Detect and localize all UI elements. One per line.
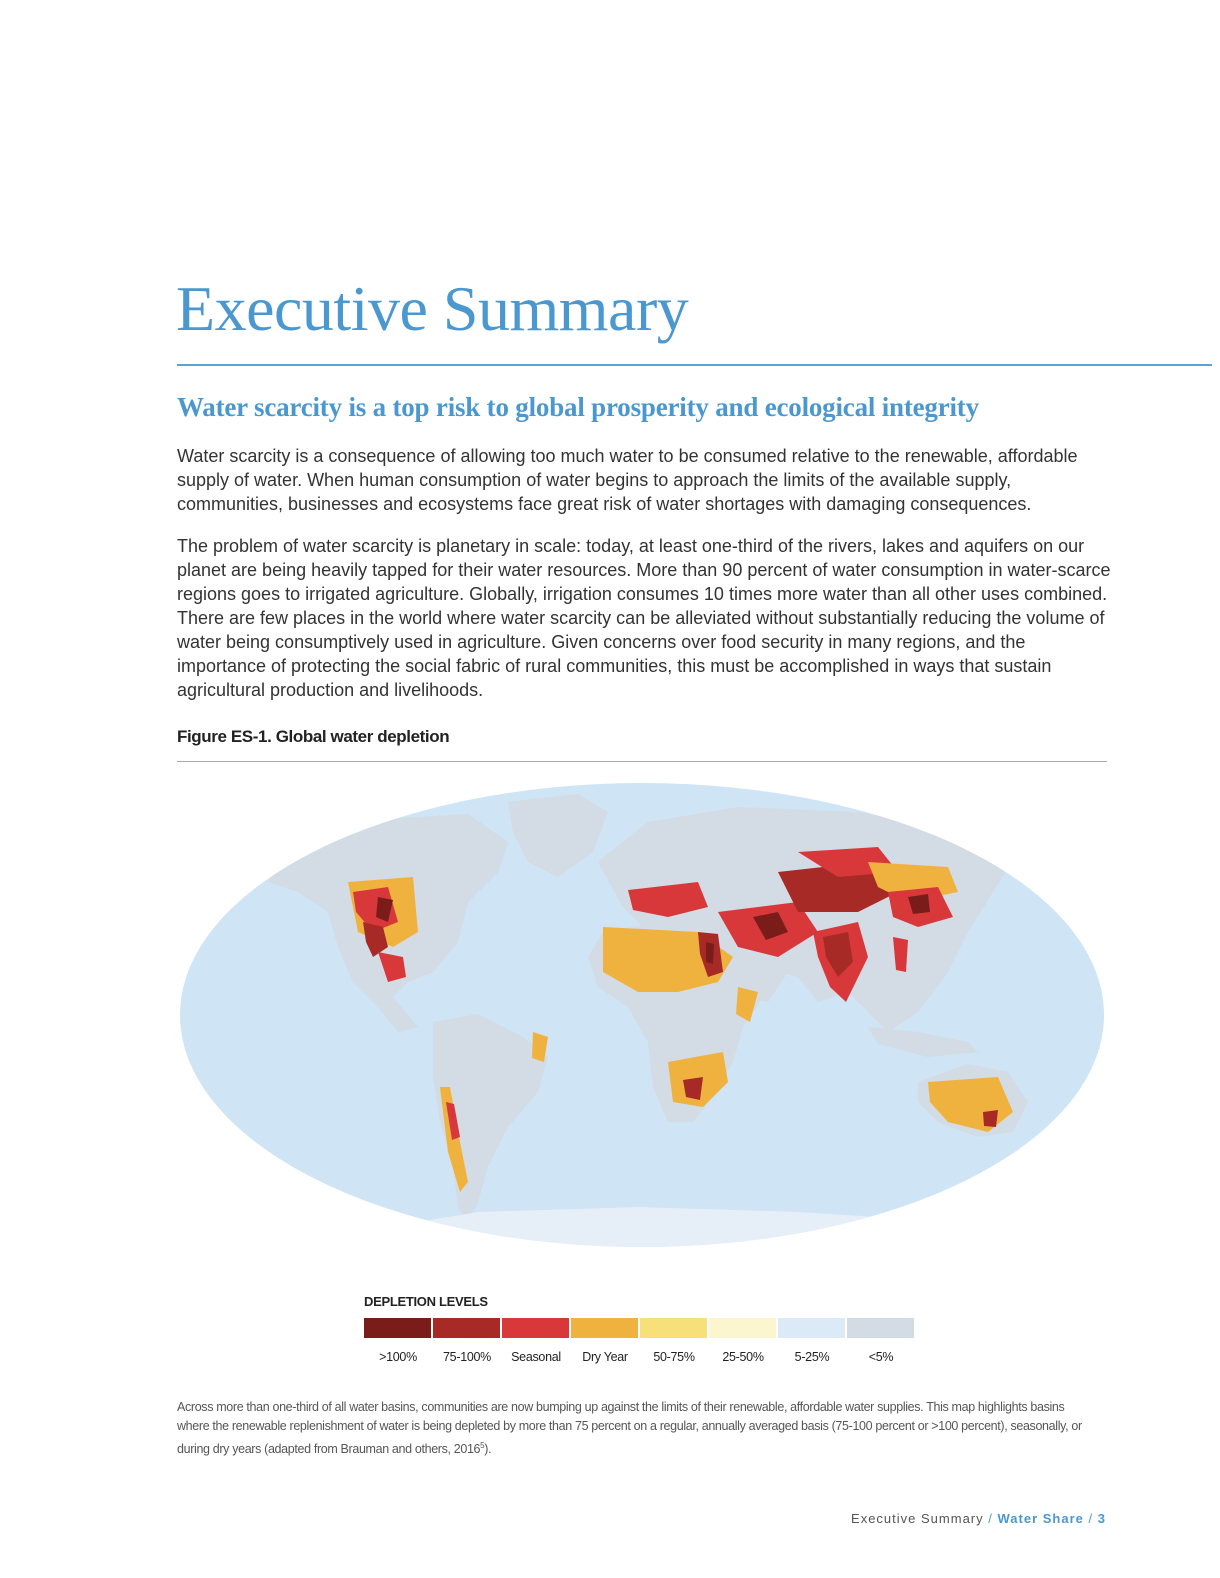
caption-reference: 5 bbox=[480, 1441, 485, 1450]
map-svg bbox=[180, 783, 1104, 1247]
legend-label-seasonal: Seasonal bbox=[511, 1350, 561, 1364]
legend-swatch-seasonal bbox=[502, 1318, 569, 1338]
legend-label-75-100: 75-100% bbox=[443, 1350, 491, 1364]
legend-labels: >100% 75-100% Seasonal Dry Year 50-75% 2… bbox=[364, 1350, 924, 1368]
land-greenland bbox=[508, 794, 608, 877]
legend-swatch-dry-year bbox=[571, 1318, 638, 1338]
legend-swatch-50-75 bbox=[640, 1318, 707, 1338]
legend-swatch-over-100 bbox=[364, 1318, 431, 1338]
land-indonesia bbox=[868, 1027, 978, 1057]
page-title: Executive Summary bbox=[176, 273, 689, 344]
legend-swatches bbox=[364, 1318, 920, 1338]
legend-label-dry-year: Dry Year bbox=[582, 1350, 628, 1364]
footer-separator-2: / bbox=[1088, 1511, 1094, 1526]
legend-label-25-50: 25-50% bbox=[722, 1350, 764, 1364]
section-heading: Water scarcity is a top risk to global p… bbox=[177, 392, 979, 422]
figure-divider bbox=[177, 761, 1107, 762]
footer-section: Executive Summary bbox=[851, 1511, 984, 1526]
legend-title: DEPLETION LEVELS bbox=[364, 1294, 488, 1309]
page-footer: Executive Summary / Water Share / 3 bbox=[851, 1511, 1106, 1526]
caption-text: Across more than one-third of all water … bbox=[177, 1400, 1082, 1457]
footer-separator: / bbox=[988, 1511, 993, 1526]
legend-swatch-5-25 bbox=[778, 1318, 845, 1338]
world-depletion-map bbox=[178, 782, 1106, 1252]
title-divider bbox=[177, 364, 1212, 366]
legend-label-5-25: 5-25% bbox=[794, 1350, 830, 1364]
legend-swatch-25-50 bbox=[709, 1318, 776, 1338]
land-arabia bbox=[718, 942, 788, 1002]
legend-swatch-under-5 bbox=[847, 1318, 914, 1338]
figure-caption: Across more than one-third of all water … bbox=[177, 1398, 1082, 1459]
legend-label-50-75: 50-75% bbox=[653, 1350, 695, 1364]
page-number: 3 bbox=[1097, 1511, 1106, 1526]
legend-label-over-100: >100% bbox=[379, 1350, 417, 1364]
footer-brand: Water Share bbox=[997, 1511, 1084, 1526]
body-paragraph-2: The problem of water scarcity is planeta… bbox=[177, 536, 1111, 700]
depletion-hotspots bbox=[348, 847, 1013, 1192]
legend-swatch-75-100 bbox=[433, 1318, 500, 1338]
figure-title: Figure ES-1. Global water depletion bbox=[177, 727, 450, 746]
body-paragraph-1: Water scarcity is a consequence of allow… bbox=[177, 446, 1078, 514]
legend-label-under-5: <5% bbox=[868, 1350, 894, 1364]
caption-end: ). bbox=[484, 1442, 492, 1457]
